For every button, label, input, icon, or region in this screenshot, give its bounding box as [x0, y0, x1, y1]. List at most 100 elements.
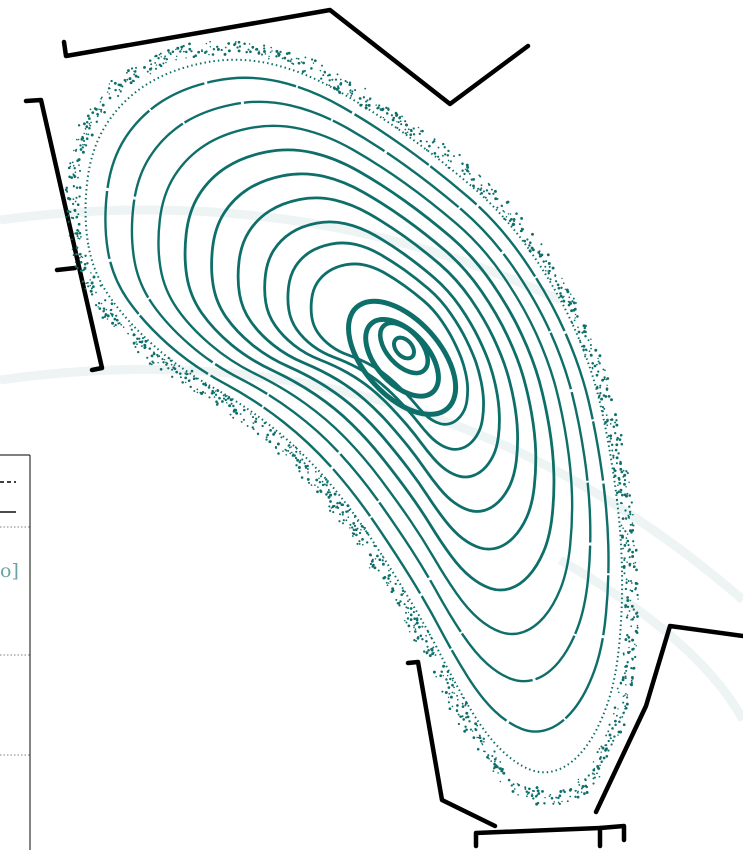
edge-point — [500, 204, 504, 208]
edge-point — [491, 754, 494, 758]
edge-point — [606, 377, 610, 380]
edge-point — [449, 160, 452, 163]
edge-point — [395, 114, 398, 117]
edge-point — [439, 674, 443, 678]
edge-point — [314, 470, 317, 473]
edge-point — [466, 169, 468, 171]
edge-point — [192, 377, 196, 380]
edge-point — [251, 416, 255, 419]
panel-text: o] — [0, 560, 19, 582]
edge-point — [605, 414, 608, 416]
edge-point — [625, 542, 628, 544]
edge-point — [107, 87, 111, 90]
edge-point — [223, 52, 227, 56]
edge-point — [179, 50, 182, 53]
edge-point — [285, 454, 287, 456]
edge-point — [90, 133, 94, 137]
edge-point — [161, 358, 164, 361]
edge-point — [78, 256, 81, 259]
edge-point — [90, 121, 92, 124]
edge-point — [171, 50, 175, 53]
edge-point — [213, 391, 216, 394]
edge-point — [404, 132, 407, 135]
edge-point — [386, 584, 389, 587]
edge-point — [398, 604, 401, 607]
edge-point — [545, 260, 548, 263]
edge-point — [136, 343, 138, 346]
edge-point — [621, 535, 624, 539]
edge-point — [185, 373, 188, 376]
edge-point — [584, 355, 586, 358]
edge-point — [229, 413, 232, 416]
edge-point — [624, 605, 627, 609]
edge-point — [611, 449, 614, 452]
edge-point — [70, 176, 74, 179]
edge-point — [273, 431, 277, 434]
edge-point — [237, 49, 241, 53]
edge-point — [287, 59, 290, 62]
edge-point — [503, 211, 506, 213]
edge-point — [78, 195, 81, 198]
edge-point — [214, 393, 218, 396]
edge-point — [233, 42, 237, 46]
edge-point — [196, 391, 199, 394]
edge-point — [354, 528, 358, 532]
edge-point — [616, 436, 619, 440]
edge-point — [238, 45, 242, 48]
edge-point — [493, 762, 496, 766]
edge-point — [538, 255, 542, 258]
edge-point — [465, 163, 469, 167]
edge-point — [628, 494, 631, 497]
edge-point — [230, 402, 233, 405]
edge-point — [247, 48, 250, 51]
edge-point — [575, 789, 577, 792]
edge-point — [557, 286, 561, 290]
edge-point — [150, 63, 153, 66]
edge-point — [493, 750, 496, 753]
edge-point — [81, 146, 84, 149]
edge-point — [289, 452, 292, 455]
edge-point — [348, 81, 352, 84]
edge-point — [75, 216, 78, 219]
edge-point — [605, 388, 609, 391]
edge-point — [622, 527, 624, 529]
edge-point — [520, 227, 523, 230]
edge-point — [375, 104, 377, 106]
edge-point — [623, 711, 625, 714]
edge-point — [296, 458, 300, 462]
edge-point — [626, 605, 630, 609]
edge-point — [301, 70, 305, 73]
edge-point — [608, 440, 611, 443]
edge-point — [164, 55, 166, 58]
edge-point — [246, 425, 249, 427]
edge-point — [627, 636, 631, 639]
edge-point — [570, 309, 574, 313]
edge-point — [202, 382, 205, 386]
edge-point — [181, 381, 184, 384]
edge-point — [432, 646, 435, 649]
edge-point — [348, 83, 352, 87]
edge-point — [252, 422, 255, 424]
edge-point — [382, 555, 384, 558]
edge-point — [476, 724, 479, 727]
edge-point — [575, 302, 578, 304]
edge-point — [479, 188, 482, 192]
edge-point — [544, 265, 547, 268]
edge-point — [79, 269, 83, 273]
edge-point — [74, 171, 77, 174]
edge-point — [451, 691, 454, 694]
edge-point — [632, 562, 635, 565]
edge-point — [340, 503, 344, 506]
edge-point — [584, 779, 587, 782]
edge-point — [581, 331, 584, 334]
edge-point — [600, 397, 604, 401]
edge-point — [74, 261, 77, 264]
edge-point — [391, 118, 395, 122]
edge-point — [77, 176, 79, 179]
edge-point — [337, 85, 340, 88]
edge-point — [134, 74, 138, 78]
edge-point — [630, 589, 634, 593]
edge-point — [634, 586, 637, 590]
edge-point — [143, 346, 147, 350]
edge-point — [227, 49, 231, 53]
